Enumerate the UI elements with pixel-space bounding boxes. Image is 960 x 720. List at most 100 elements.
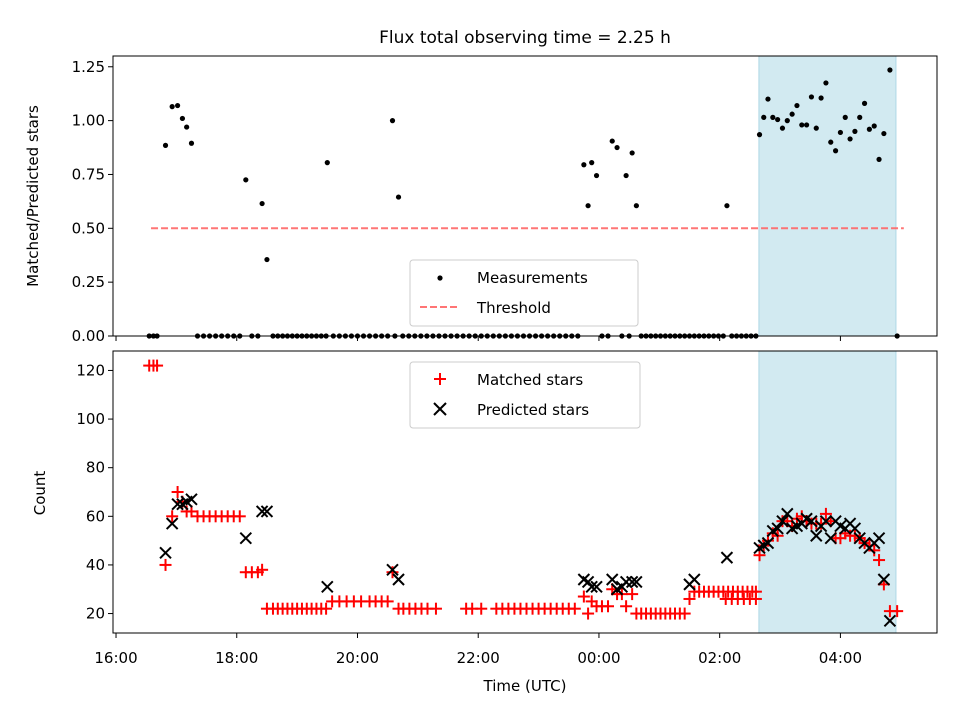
measurement-point [799,122,805,128]
predicted-star-point [819,514,833,528]
measurement-point [789,111,795,117]
legend-predicted-marker [433,402,447,416]
x-tick-label: 04:00 [819,649,862,667]
measurement-point [184,124,190,130]
matched-star-point [233,510,246,523]
matched-star-point [475,602,488,615]
predicted-star-point [255,505,269,518]
y-tick-label: 1.00 [72,112,105,130]
matched-star-point [602,600,615,613]
measurement-point [866,126,872,132]
predicted-star-point [159,546,172,559]
measurement-point [264,256,270,263]
bottom-highlight-span [758,350,897,634]
measurement-point [876,156,882,162]
predicted-star-point [630,575,643,589]
measurement-point [823,80,829,86]
matched-star-point [429,602,442,615]
measurement-point [243,177,249,183]
legend-matched-marker [434,373,446,385]
y-tick-label: 0.75 [72,165,105,183]
measurement-point [887,67,893,73]
measurement-point [818,95,824,101]
predicted-star-point [619,575,633,589]
measurement-point [828,139,834,145]
measurement-point [775,116,781,123]
measurement-point [589,160,595,166]
measurement-point [188,140,195,146]
measurement-point [585,203,591,209]
predicted-star-point [606,573,619,586]
measurement-point [395,194,402,200]
legend-measurements-label: Measurements [477,269,588,287]
predicted-star-point [260,505,274,518]
measurement-point [259,200,265,207]
measurement-point [847,136,853,142]
predicted-star-point [781,507,794,521]
x-tick-label: 18:00 [215,649,258,667]
matched-star-point [577,590,590,603]
measurement-point [804,122,810,128]
measurement-point [623,172,629,179]
y-tick-label: 1.25 [72,58,105,76]
x-tick-label: 16:00 [94,649,137,667]
matched-star-point [171,486,184,498]
predicted-star-point [625,575,639,589]
matched-star-point [819,507,832,520]
bottom-axes-frame [112,350,938,634]
top-legend: Measurements Threshold [409,259,639,327]
predicted-star-point [776,514,789,528]
y-tick-label: 0.00 [72,327,105,345]
measurement-point [857,114,863,120]
x-axis-label: Time (UTC) [483,677,567,695]
predicted-star-point [771,522,784,535]
predicted-star-point [386,563,399,577]
matched-star-point [320,602,333,615]
y-tick-label: 60 [86,507,105,525]
y-tick-label: 120 [76,361,105,379]
predicted-star-point [883,614,897,628]
measurement-point [633,203,639,209]
chart-title: Flux total observing time = 2.25 h [379,28,671,48]
measurement-point [784,118,790,124]
measurement-point [179,115,186,122]
matched-star-point [753,549,766,562]
measurement-point [581,162,587,168]
predicted-star-point [590,580,603,594]
bottom-legend: Matched stars Predicted stars [409,361,641,429]
matched-star-point [386,566,399,579]
measurement-point [808,94,815,100]
bottom-x-ticks: 16:00 18:00 20:00 22:00 00:00 02:00 04:00 [94,633,862,667]
x-tick-label: 20:00 [336,649,379,667]
predicted-star-point [872,531,886,545]
measurement-point [765,96,771,102]
x-tick-label: 00:00 [577,649,620,667]
predicted-star-point [720,551,734,564]
legend-predicted-label: Predicted stars [477,401,589,419]
measurement-point [770,114,776,120]
measurement-point [629,150,635,156]
matched-star-point [381,595,394,608]
matched-star-point [166,510,179,523]
y-tick-label: 0.25 [72,273,105,291]
measurement-point [852,128,858,134]
measurement-point [813,125,819,131]
top-axes-frame [112,55,938,337]
measurement-point [614,144,620,151]
matched-stars-points [143,359,904,620]
x-tick-label: 22:00 [457,649,500,667]
measurement-point [881,130,887,137]
y-tick-label: 80 [86,459,105,477]
measurement-point [389,118,396,124]
measurement-point [162,142,169,148]
measurement-point [169,104,175,110]
matched-star-point [568,602,581,615]
matched-star-point [159,558,172,571]
measurement-point [724,203,730,209]
matched-star-point [873,554,886,567]
measurement-point [832,148,839,154]
matched-star-point [626,588,639,601]
measurement-point [609,138,615,144]
y-tick-label: 20 [86,605,105,623]
